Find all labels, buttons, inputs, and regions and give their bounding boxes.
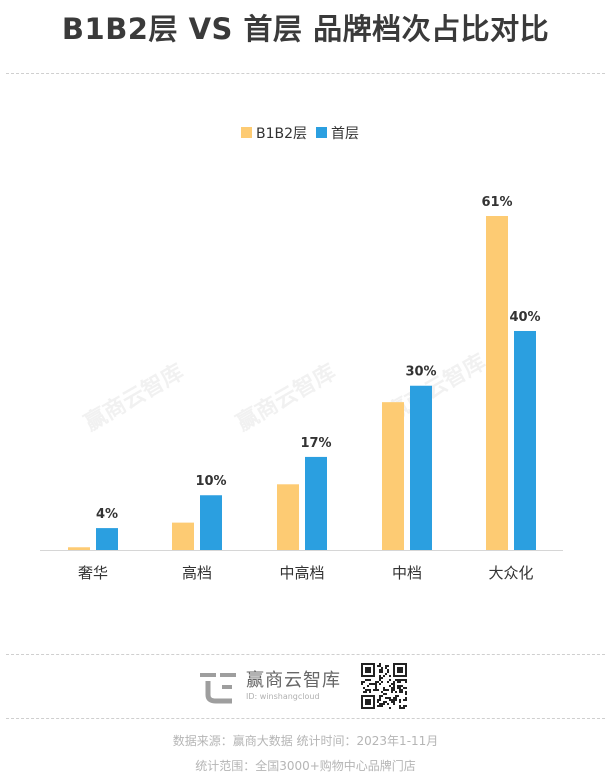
- x-tick-label: 高档: [182, 564, 212, 582]
- brand-id: ID: winshangcloud: [246, 692, 320, 701]
- bar: [277, 484, 299, 550]
- bar: [486, 216, 508, 550]
- x-tick-label: 奢华: [78, 564, 108, 582]
- legend-swatch: [316, 127, 327, 138]
- data-label: 30%: [405, 365, 436, 380]
- bar: [200, 495, 222, 550]
- legend-swatch: [241, 127, 252, 138]
- legend-label: 首层: [331, 126, 359, 142]
- legend-label: B1B2层: [256, 126, 307, 142]
- x-tick-label: 中高档: [279, 564, 324, 582]
- brand-name: 赢商云智库: [246, 670, 341, 691]
- data-label: 10%: [195, 474, 226, 489]
- data-label: 40%: [509, 310, 540, 325]
- chart-title: B1B2层 VS 首层 品牌档次占比对比: [61, 12, 550, 46]
- data-scope: 统计范围：全国3000+购物中心品牌门店: [195, 759, 416, 773]
- bar: [382, 402, 404, 550]
- footer-divider-bottom: [6, 718, 605, 719]
- x-tick-label: 大众化: [488, 564, 533, 582]
- x-tick-label: 中档: [392, 564, 422, 582]
- qr-code-icon: [361, 663, 407, 709]
- bar: [96, 528, 118, 550]
- bar: [410, 385, 432, 550]
- bar: [172, 522, 194, 550]
- data-label: 61%: [481, 195, 512, 210]
- brand-logo-icon: [200, 673, 236, 704]
- data-label: 17%: [300, 436, 331, 451]
- top-divider: [6, 73, 605, 74]
- footer-divider-top: [6, 654, 605, 655]
- bar: [514, 330, 536, 550]
- bar: [305, 456, 327, 550]
- bar-chart: B1B2层 首层 4% 奢华 10% 高档 17% 中高档 30% 中档 61% 40% 大众化: [40, 126, 563, 582]
- bar: [68, 547, 90, 550]
- data-source: 数据来源：赢商大数据 统计时间：2023年1-11月: [172, 734, 439, 748]
- data-label: 4%: [96, 507, 118, 522]
